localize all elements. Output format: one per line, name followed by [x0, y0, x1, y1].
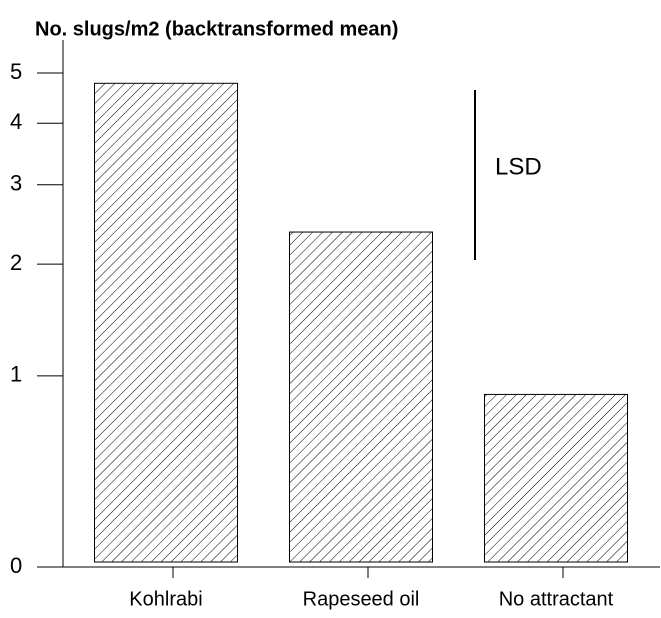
lsd-label: LSD: [495, 153, 542, 180]
y-tick-label: 4: [10, 109, 22, 134]
x-tick-label: Rapeseed oil: [303, 588, 420, 610]
x-tick-label: Kohlrabi: [129, 588, 202, 610]
y-tick-label: 2: [10, 250, 22, 275]
x-tick-label: No attractant: [499, 588, 614, 610]
y-tick-label: 0: [10, 553, 22, 578]
y-tick-label: 3: [10, 171, 22, 196]
bar: [484, 393, 628, 563]
chart-title: No. slugs/m2 (backtransformed mean): [35, 18, 398, 40]
y-tick-label: 1: [10, 362, 22, 387]
bar: [94, 82, 238, 563]
y-tick-label: 5: [10, 59, 22, 84]
bar: [289, 231, 433, 563]
